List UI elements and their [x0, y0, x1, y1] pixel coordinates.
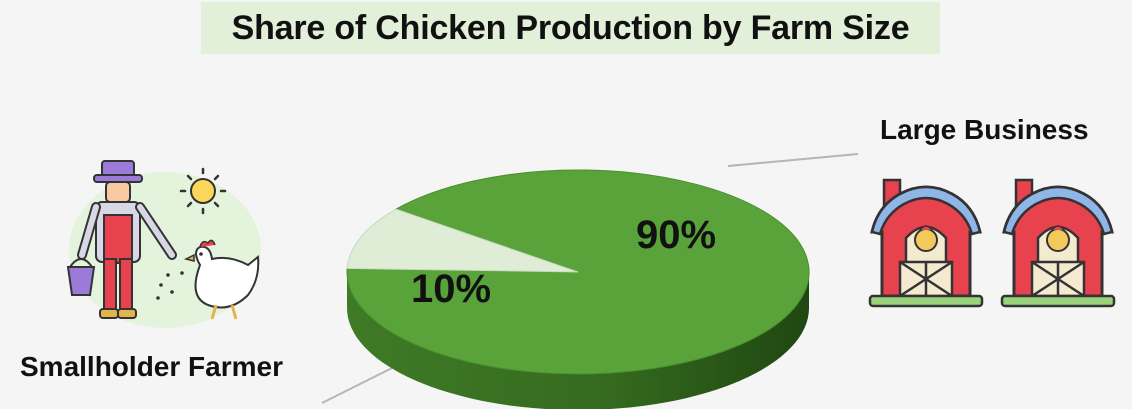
smallholder-leader-line — [321, 367, 393, 404]
pie-chart — [346, 169, 810, 409]
slice-label-small: 10% — [411, 267, 491, 311]
chart-title: Share of Chicken Production by Farm Size — [231, 8, 910, 47]
slice-side-large — [347, 272, 809, 409]
barn-icon-1 — [868, 178, 984, 308]
chart-title-band: Share of Chicken Production by Farm Size — [201, 2, 940, 54]
barn-icon-2 — [1000, 178, 1116, 308]
slice-smallholder — [346, 208, 579, 273]
farmer-feeding-chicken-icon — [66, 160, 261, 328]
two-barns-with-chickens-icon — [868, 178, 1116, 308]
smallholder-farmer-label: Smallholder Farmer — [20, 351, 283, 382]
slice-label-large: 90% — [636, 213, 716, 257]
large-business-label: Large Business — [880, 114, 1089, 145]
large-business-leader-line — [727, 153, 859, 167]
